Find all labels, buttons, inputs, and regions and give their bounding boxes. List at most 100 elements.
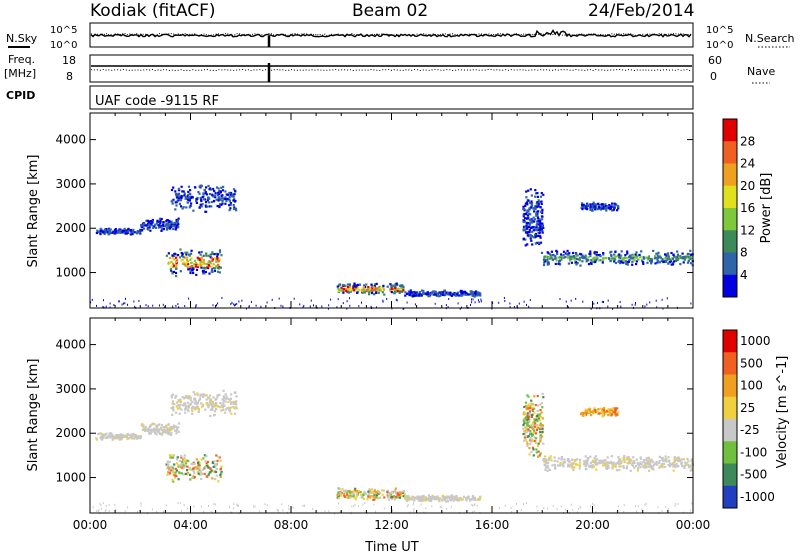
velocity-echo-cell <box>524 425 527 429</box>
velocity-echo-cell <box>648 469 651 472</box>
power-echo-cell <box>422 292 425 295</box>
power-echo-cell <box>155 226 158 229</box>
power-echo-cell <box>530 239 533 242</box>
power-echo-cell <box>232 195 235 198</box>
velocity-echo-cell <box>148 426 151 429</box>
velocity-echo-cell <box>362 498 365 501</box>
power-echo-cell <box>171 271 174 274</box>
velocity-echo-cell <box>172 393 175 396</box>
power-echo-cell <box>550 256 553 259</box>
power-echo-cell <box>234 190 237 193</box>
velocity-echo-cell <box>101 433 104 436</box>
power-echo-cell <box>233 206 236 209</box>
velocity-echo-cell <box>672 465 675 468</box>
velocity-echo-cell <box>226 406 229 409</box>
velocity-echo-cell <box>441 506 443 509</box>
velocity-echo-cell <box>655 463 659 466</box>
velocity-echo-cell <box>530 434 534 437</box>
velocity-echo-cell <box>687 463 690 466</box>
velocity-echo-cell <box>536 409 539 412</box>
velocity-echo-cell <box>152 430 155 433</box>
power-echo-cell <box>529 201 532 204</box>
velocity-echo-cell <box>455 495 458 498</box>
power-echo-cell <box>406 301 408 304</box>
power-echo-cell <box>634 303 636 306</box>
velocity-echo-cell <box>681 464 684 467</box>
velocity-echo-cell <box>663 462 666 465</box>
velocity-echo-cell <box>631 464 634 467</box>
power-echo-cell <box>610 258 613 261</box>
velocity-echo-cell <box>602 408 605 412</box>
velocity-echo-cell <box>225 395 228 398</box>
velocity-echo-cell <box>618 459 621 463</box>
power-echo-cell <box>194 265 197 268</box>
velocity-echo-cell <box>368 495 371 498</box>
power-echo-cell <box>557 262 560 265</box>
power-echo-cell <box>585 258 588 261</box>
power-echo-cell <box>503 297 505 299</box>
power-echo-cell <box>602 256 605 260</box>
power-echo-cell <box>614 258 617 261</box>
power-echo-cell <box>609 260 612 263</box>
velocity-echo-cell <box>524 435 528 438</box>
velocity-echo-cell <box>613 464 616 467</box>
power-echo-cell <box>438 291 441 294</box>
velocity-echo-cell <box>373 488 376 491</box>
velocity-echo-cell <box>574 459 577 462</box>
power-echo-cell <box>162 303 164 306</box>
power-echo-cell <box>400 288 403 291</box>
nave-label: Nave <box>747 65 775 78</box>
power-echo-cell <box>344 284 347 287</box>
velocity-echo-cell <box>199 470 202 473</box>
power-echo-cell <box>123 302 124 305</box>
power-echo-cell <box>183 256 186 259</box>
velocity-echo-cell <box>189 399 192 402</box>
velocity-echo-cell <box>193 398 196 401</box>
velocity-echo-cell <box>528 410 531 413</box>
velocity-echo-cell <box>211 510 213 513</box>
velocity-echo-cell <box>450 505 452 508</box>
velocity-echo-cell <box>348 496 352 499</box>
velocity-echo-cell <box>589 461 592 464</box>
power-echo-cell <box>601 207 604 210</box>
velocity-echo-cell <box>141 428 144 431</box>
power-echo-cell <box>349 290 352 293</box>
power-echo-cell <box>205 186 208 189</box>
power-echo-cell <box>176 221 179 224</box>
velocity-echo-cell <box>211 461 214 465</box>
velocity-echo-cell <box>197 410 200 413</box>
velocity-echo-cell <box>643 463 646 467</box>
power-echo-cell <box>96 229 99 232</box>
velocity-echo-cell <box>347 496 350 499</box>
power-echo-cell <box>667 254 670 257</box>
power-echo-cell <box>587 259 590 262</box>
power-echo-cell <box>666 258 669 262</box>
velocity-echo-cell <box>579 461 582 464</box>
velocity-echo-cell <box>635 458 638 461</box>
power-echo-cell <box>592 201 595 204</box>
power-echo-cell <box>133 231 136 234</box>
power-echo-cell <box>396 289 399 293</box>
velocity-echo-cell <box>614 465 617 469</box>
power-echo-cell <box>523 209 526 212</box>
velocity-echo-cell <box>177 464 180 467</box>
velocity-echo-cell <box>354 498 357 501</box>
power-echo-cell <box>185 258 189 261</box>
velocity-echo-cell <box>562 462 565 465</box>
velocity-echo-cell <box>622 456 625 460</box>
velocity-echo-cell <box>188 395 191 398</box>
velocity-echo-cell <box>523 418 526 421</box>
power-echo-cell <box>598 259 601 262</box>
power-echo-cell <box>538 232 541 235</box>
velocity-echo-cell <box>533 425 536 428</box>
velocity-echo-cell <box>535 448 538 451</box>
velocity-echo-cell <box>191 467 195 470</box>
power-echo-cell <box>328 304 330 307</box>
velocity-echo-cell <box>130 437 133 440</box>
velocity-echo-cell <box>218 393 221 396</box>
power-echo-cell <box>594 260 597 263</box>
power-echo-cell <box>607 305 609 308</box>
power-echo-cell <box>179 205 183 208</box>
power-echo-cell <box>127 303 128 306</box>
